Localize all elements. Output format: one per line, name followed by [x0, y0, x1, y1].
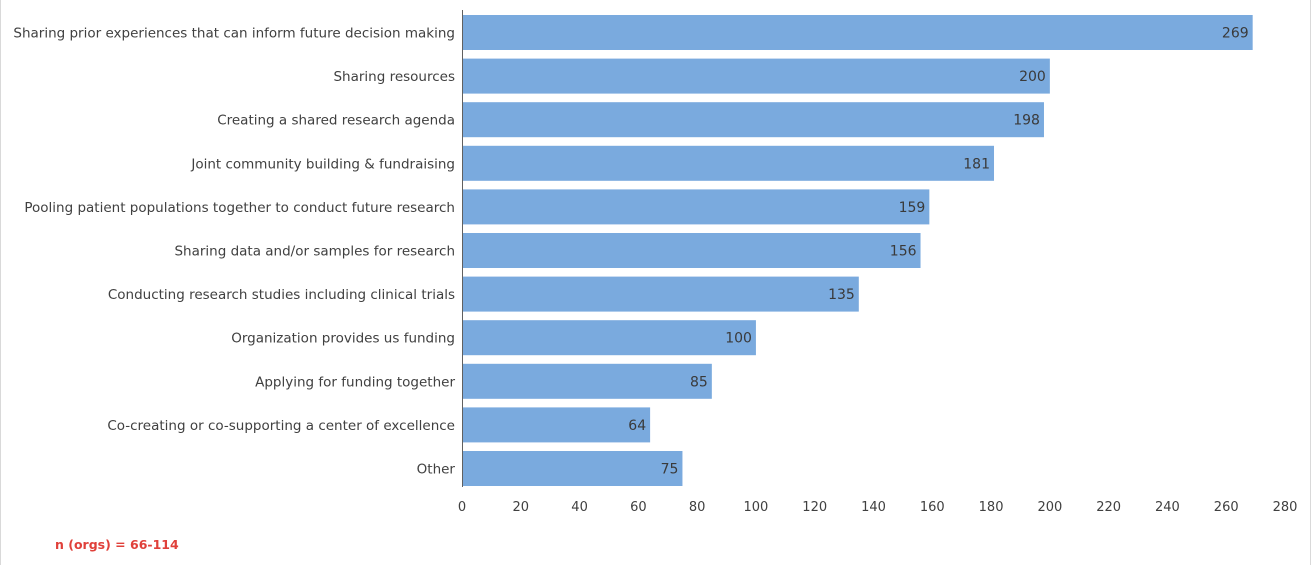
bar [462, 451, 683, 486]
bar [462, 276, 859, 312]
category-label: Creating a shared research agenda [217, 113, 455, 129]
category-label: Sharing resources [333, 69, 455, 85]
x-tick-label: 160 [920, 500, 945, 515]
x-tick-label: 40 [571, 500, 588, 515]
bar [462, 407, 651, 443]
x-tick-label: 200 [1037, 500, 1062, 515]
bar-value-label: 100 [725, 331, 752, 347]
category-label: Pooling patient populations together to … [24, 200, 455, 216]
x-tick-label: 100 [744, 500, 769, 515]
category-label: Joint community building & fundraising [190, 156, 455, 172]
bar [462, 189, 930, 225]
x-tick-label: 260 [1214, 500, 1239, 515]
bar-value-label: 64 [628, 418, 646, 434]
x-tick-label: 240 [1155, 500, 1180, 515]
category-label: Organization provides us funding [231, 331, 455, 347]
bar-value-label: 135 [828, 287, 855, 303]
category-label: Sharing data and/or samples for research [174, 244, 455, 260]
x-tick-label: 60 [630, 500, 647, 515]
bar [462, 363, 712, 399]
bar-value-label: 75 [661, 462, 679, 478]
bar-value-label: 159 [899, 200, 926, 216]
category-label: Co-creating or co-supporting a center of… [107, 418, 455, 434]
bar-value-label: 156 [890, 244, 917, 260]
bar [462, 320, 756, 356]
sample-size-note: n (orgs) = 66-114 [55, 537, 179, 552]
x-tick-label: 280 [1273, 500, 1298, 515]
bar-value-label: 85 [690, 374, 708, 390]
category-label: Conducting research studies including cl… [108, 287, 455, 303]
category-label: Sharing prior experiences that can infor… [13, 26, 455, 42]
x-tick-label: 140 [861, 500, 886, 515]
bar-value-label: 181 [963, 156, 990, 172]
bar-value-label: 198 [1013, 113, 1040, 129]
x-tick-label: 120 [802, 500, 827, 515]
bar-value-label: 269 [1222, 26, 1249, 42]
x-tick-label: 0 [458, 500, 466, 515]
x-tick-label: 20 [513, 500, 530, 515]
bar [462, 58, 1050, 94]
category-label: Applying for funding together [255, 374, 455, 390]
bar [462, 102, 1044, 138]
x-tick-label: 80 [689, 500, 706, 515]
bar [462, 15, 1253, 50]
bar [462, 233, 921, 268]
x-tick-label: 180 [979, 500, 1004, 515]
category-label: Other [417, 462, 456, 478]
bar [462, 145, 995, 181]
x-tick-label: 220 [1096, 500, 1121, 515]
bar-value-label: 200 [1019, 69, 1046, 85]
